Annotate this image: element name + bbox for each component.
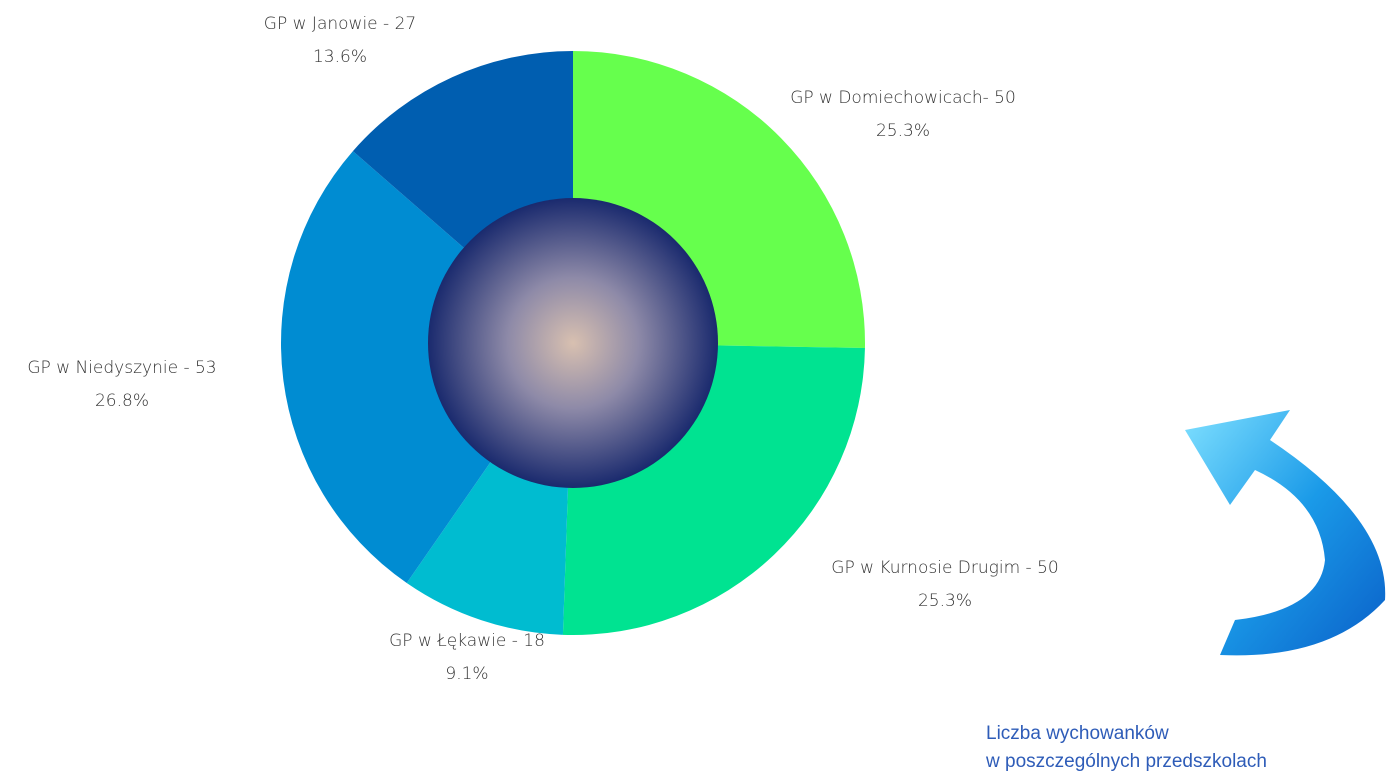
value-label: 9.1% <box>445 664 488 684</box>
slice <box>562 345 865 635</box>
slice-label: GP w Domiechowicach- 50 <box>790 88 1016 108</box>
donut <box>281 50 865 635</box>
slice-label: GP w Janowie - 27 <box>264 14 416 34</box>
caption: w poszczególnych przedszkolach <box>985 751 1267 772</box>
slice-label: GP w Łękawie - 18 <box>389 631 545 651</box>
center-photo <box>428 198 718 488</box>
value-label: 26.8% <box>95 391 149 411</box>
arrow-icon <box>1185 410 1386 656</box>
slice <box>281 151 494 584</box>
slice <box>573 51 865 349</box>
value-label: 25.3% <box>876 121 930 141</box>
value-label: 25.3% <box>918 591 972 611</box>
caption: Liczba wychowanków <box>986 723 1169 744</box>
slice-label: GP w Niedyszynie - 53 <box>27 358 216 378</box>
slice <box>406 458 569 635</box>
value-label: 13.6% <box>313 47 367 67</box>
slice-label: GP w Kurnosie Drugim - 50 <box>831 558 1058 578</box>
slice <box>352 50 573 251</box>
